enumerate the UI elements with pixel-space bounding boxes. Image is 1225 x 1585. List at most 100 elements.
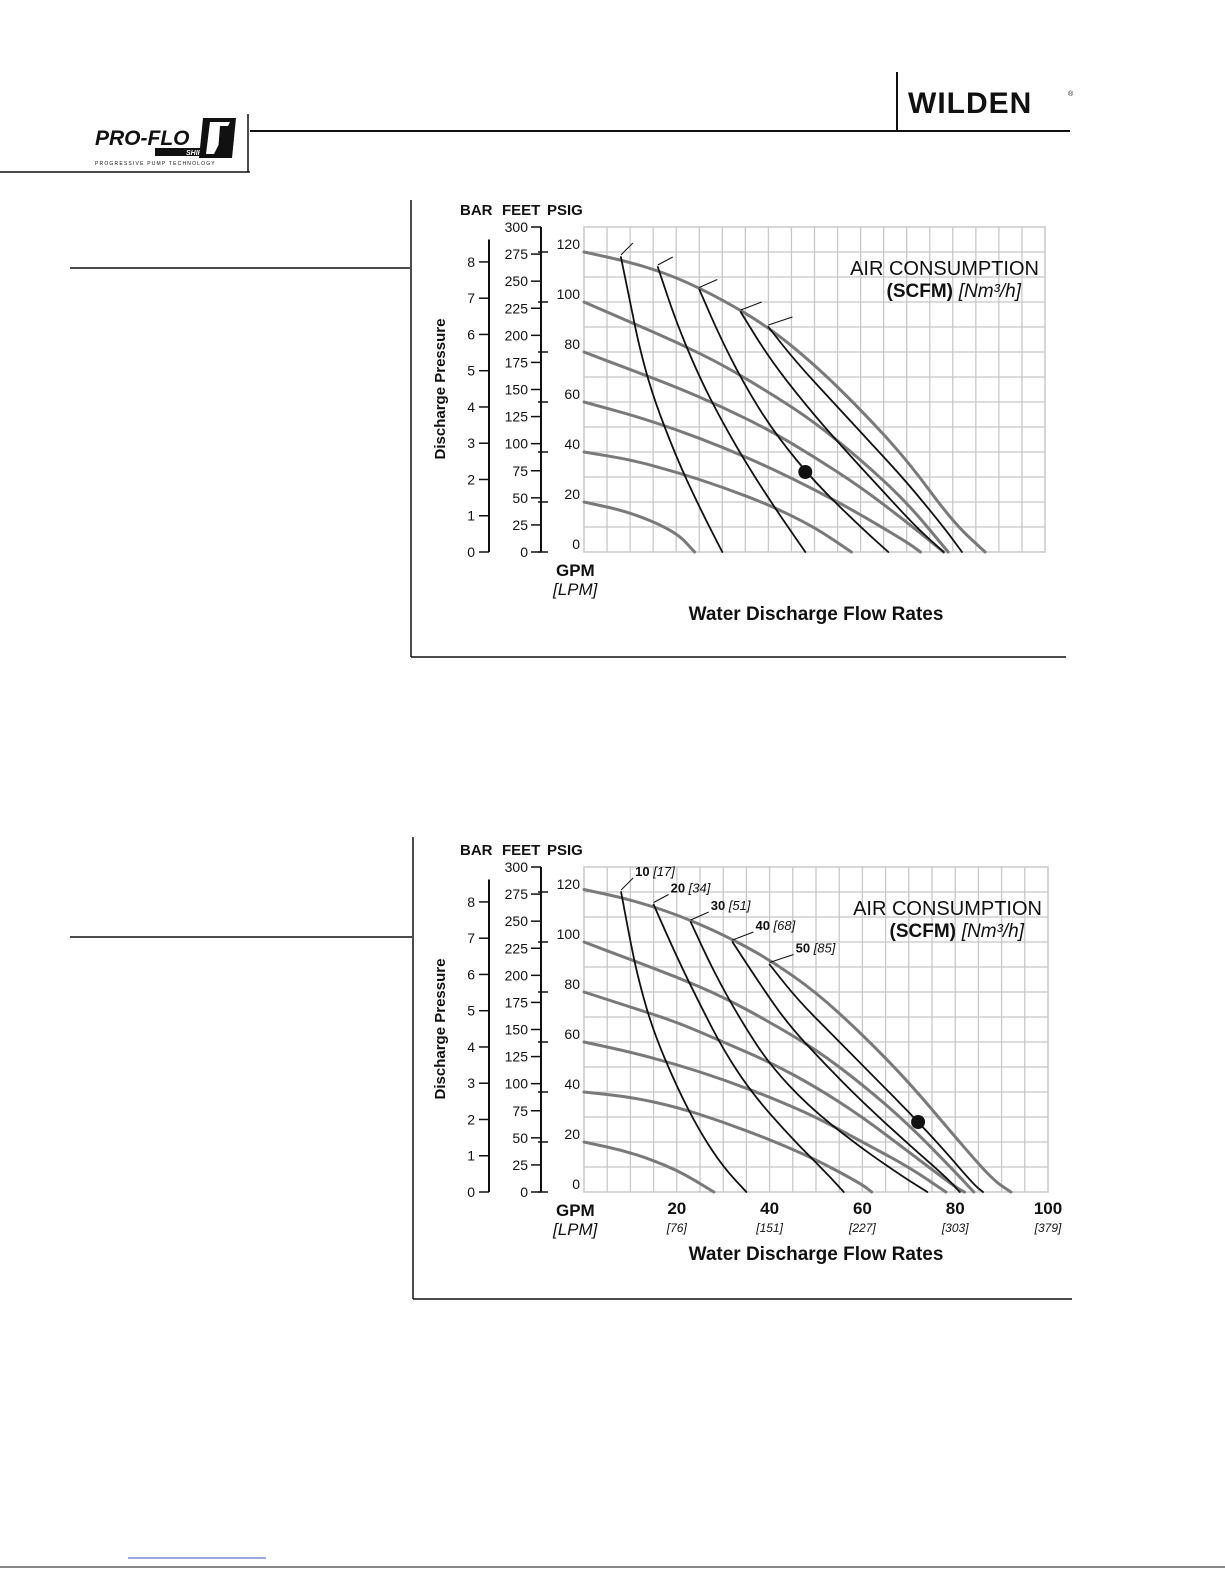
chart-2-air-consumption-curve-4 [731, 941, 961, 1193]
chart-1-feet-tick-label: 200 [505, 327, 529, 343]
chart-2-air-label-leader-1 [620, 877, 634, 891]
chart-2-air-label-leader-4 [732, 931, 754, 941]
chart-1-psig-tick-label: 80 [564, 336, 580, 352]
chart-1-feet-tick-label: 75 [512, 463, 528, 479]
chart-2-x-tick-metric-label: [379] [1034, 1221, 1062, 1235]
chart-2-feet-tick-label: 150 [505, 1022, 529, 1038]
chart-2-bar-tick-label: 1 [467, 1148, 475, 1164]
chart-2-air-label-5: 50 [85] [796, 941, 836, 956]
chart-1-feet-tick-label: 250 [505, 273, 529, 289]
chart-1-feet-tick-label: 300 [505, 219, 529, 235]
chart-2-x-tick-metric-label: [303] [941, 1221, 969, 1235]
chart-1-air-consumption-curve-4 [739, 311, 945, 553]
chart-2-pressure-curve-1 [582, 888, 1013, 1194]
chart-1-bar-tick-label: 4 [467, 399, 475, 415]
pro-flo-shift-logo: PRO-FLO SHIFT PROGRESSIVE PUMP TECHNOLOG… [95, 118, 236, 167]
chart-2-psig-tick-label: 60 [564, 1026, 580, 1042]
chart-1-y-unit-feet: FEET [502, 202, 540, 219]
chart-1-feet-tick-label: 275 [505, 246, 529, 262]
chart-1-pressure-curve-3 [582, 350, 946, 554]
chart-2-air-curves [582, 888, 1013, 1194]
chart-1-psig-tick-label: 0 [572, 536, 580, 552]
chart-1-y-axis-label: Discharge Pressure [432, 319, 449, 460]
chart-2-feet-tick-label: 250 [505, 913, 529, 929]
chart-1-flow-curves [620, 256, 963, 553]
chart-2-feet-tick-label: 50 [512, 1130, 528, 1146]
wilden-logo-text: WILDEN [908, 87, 1032, 120]
chart-2-feet-tick-label: 225 [505, 940, 529, 956]
chart-1-bar-tick-label: 5 [467, 363, 475, 379]
chart-2-y-unit-feet: FEET [502, 842, 540, 859]
chart-2-x-tick-metric-label: [76] [666, 1221, 688, 1235]
chart-2-bar-tick-label: 8 [467, 894, 475, 910]
chart-2-psig-tick-label: 40 [564, 1076, 580, 1092]
logo-tagline: PROGRESSIVE PUMP TECHNOLOGY [95, 161, 216, 167]
chart-2-x-tick-label: 100 [1034, 1199, 1062, 1218]
chart-2-bar-tick-label: 7 [467, 930, 475, 946]
chart-1-legend-title: AIR CONSUMPTION [850, 258, 1039, 280]
chart-1-air-label-leader-3 [699, 279, 718, 288]
chart-2-pressure-curve-5 [582, 1090, 874, 1194]
chart-1-pressure-curve-6 [582, 500, 697, 554]
chart-2-psig-tick-label: 80 [564, 976, 580, 992]
chart-1-x-unit-lpm: [LPM] [552, 580, 599, 599]
chart-1-feet-tick-label: 25 [512, 517, 528, 533]
chart-1-air-label-leader-2 [657, 256, 673, 266]
chart-1-legend-unit-scfm: (SCFM) [887, 281, 953, 302]
chart-2-operating-point [911, 1115, 926, 1129]
chart-2-air-consumption-curve-3 [689, 921, 929, 1193]
chart-2-axes: 1201008060402003002752502252001751501251… [467, 859, 1062, 1235]
chart-1-feet-tick-label: 125 [505, 409, 529, 425]
chart-2-air-label-1: 10 [17] [635, 864, 675, 879]
chart-2-air-label-leader-5 [769, 954, 794, 963]
chart-1-labels: AIR CONSUMPTION (SCFM) [Nm³/h] Water Dis… [432, 202, 1039, 625]
chart-1-bar-tick-label: 2 [467, 471, 475, 487]
chart-1-y-unit-bar: BAR [460, 202, 493, 219]
chart-2-air-consumption-curve-2 [652, 903, 845, 1193]
chart-1-x-unit-gpm: GPM [556, 561, 595, 580]
chart-1-psig-tick-label: 100 [557, 286, 581, 302]
chart-2-legend-unit-scfm: (SCFM) [890, 921, 956, 942]
chart-2-feet-tick-label: 25 [512, 1157, 528, 1173]
chart-2-pressure-curve-3 [582, 990, 966, 1194]
chart-1-psig-tick-label: 20 [564, 486, 580, 502]
chart-2-feet-tick-label: 125 [505, 1049, 529, 1065]
chart-2-feet-tick-label: 200 [505, 967, 529, 983]
chart-1-pressure-curve-4 [582, 400, 922, 554]
chart-2-legend-title: AIR CONSUMPTION [853, 898, 1042, 920]
chart-1-air-curves [582, 250, 987, 554]
chart-2-feet-tick-label: 75 [512, 1103, 528, 1119]
chart-2-x-unit-gpm: GPM [556, 1201, 595, 1220]
chart-2-x-tick-label: 80 [946, 1199, 965, 1218]
chart-1-psig-tick-label: 120 [557, 236, 581, 252]
chart-1-bar-tick-label: 8 [467, 254, 475, 270]
chart-2-y-unit-bar: BAR [460, 842, 493, 859]
chart-2-x-tick-label: 60 [853, 1199, 872, 1218]
chart-2-x-axis-label: Water Discharge Flow Rates [689, 1244, 944, 1265]
chart-2-bar-tick-label: 3 [467, 1075, 475, 1091]
chart-1-operating-point [798, 465, 813, 479]
chart-1-bar-tick-label: 0 [467, 544, 475, 560]
chart-2-air-label-4: 40 [68] [755, 918, 795, 933]
chart-1-y-unit-psig: PSIG [547, 202, 583, 219]
chart-2-bar-tick-label: 2 [467, 1111, 475, 1127]
chart-2-x-tick-label: 40 [760, 1199, 779, 1218]
chart-1-psig-tick-label: 60 [564, 386, 580, 402]
chart-2-psig-tick-label: 100 [557, 926, 581, 942]
chart-2-feet-tick-label: 175 [505, 994, 529, 1010]
shift-band [155, 148, 203, 156]
chart-1-feet-tick-label: 225 [505, 300, 529, 316]
chart-1-air-consumption-curve-5 [767, 326, 963, 553]
chart-2-feet-tick-label: 300 [505, 859, 529, 875]
chart-1-feet-tick-label: 50 [512, 490, 528, 506]
chart-1-bar-tick-label: 3 [467, 435, 475, 451]
chart-1-feet-tick-label: 175 [505, 354, 529, 370]
chart-2-air-consumption-curve-1 [620, 891, 748, 1193]
chart-1-air-consumption-curve-2 [656, 266, 807, 553]
chart-1-feet-tick-label: 0 [520, 544, 528, 560]
chart-2-feet-tick-label: 100 [505, 1076, 529, 1092]
chart-2-psig-tick-label: 20 [564, 1126, 580, 1142]
chart-2-bar-tick-label: 6 [467, 966, 475, 982]
